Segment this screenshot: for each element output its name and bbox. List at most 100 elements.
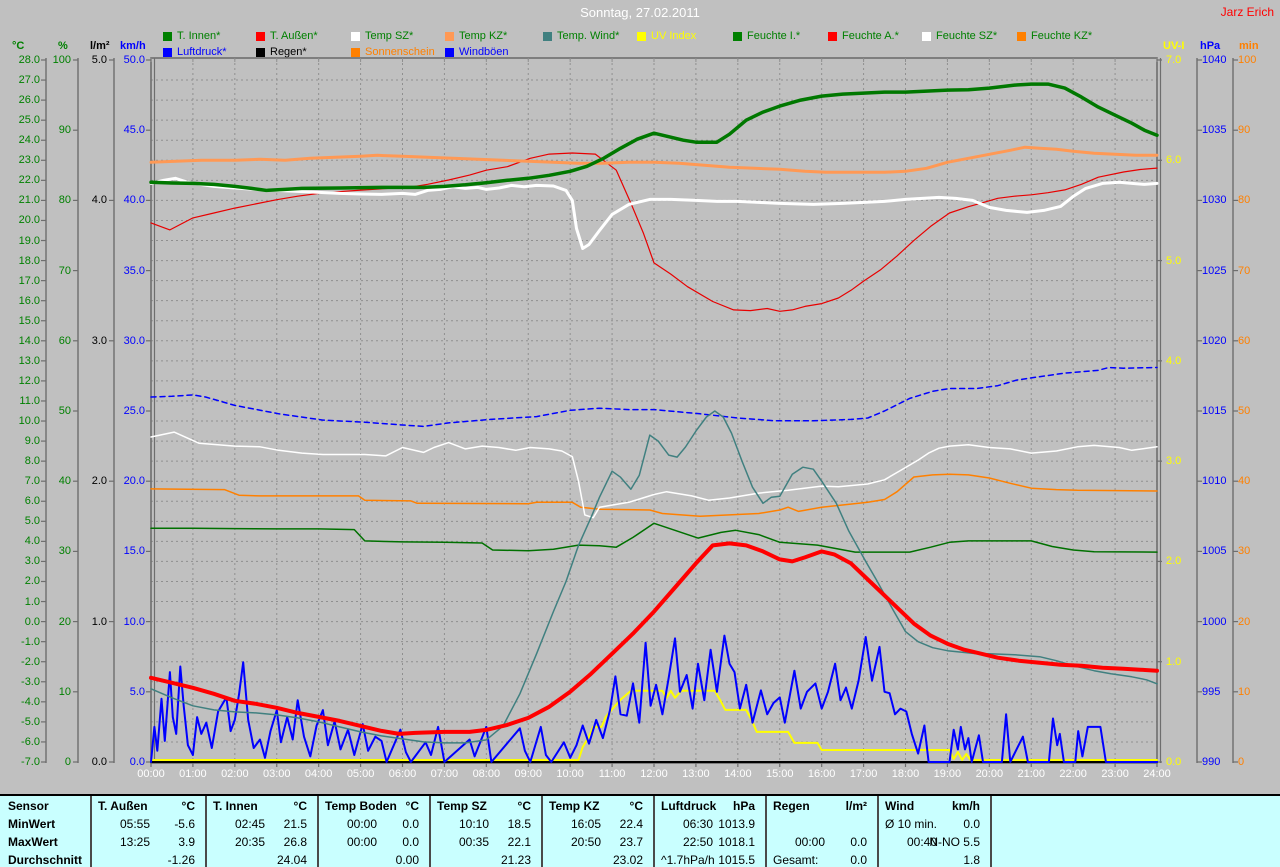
tick-label-temp: 1.0 bbox=[24, 595, 40, 608]
tick-label-sun: 0 bbox=[1238, 756, 1245, 768]
legend-label: Feuchte SZ* bbox=[936, 29, 998, 42]
legend-swatch-icon bbox=[922, 31, 931, 41]
series-feuchte-kz bbox=[150, 473, 1158, 518]
time-label: 22:00 bbox=[1059, 768, 1087, 780]
table-cell: °C bbox=[181, 799, 195, 813]
tick-label-wind: 20.0 bbox=[123, 475, 145, 488]
table-separator bbox=[429, 796, 431, 867]
tick-label-temp: -3.0 bbox=[21, 675, 40, 688]
tick-label-hpa: 1030 bbox=[1202, 194, 1227, 207]
series-feuchte-sz bbox=[150, 431, 1158, 519]
tick-label-wind: 50.0 bbox=[123, 54, 145, 66]
tick-label-pct: 0 bbox=[64, 756, 71, 768]
tick-label-sun: 80 bbox=[1238, 194, 1251, 207]
page-title: Sonntag, 27.02.2011 bbox=[580, 5, 700, 20]
tick-label-pct: 10 bbox=[58, 685, 71, 698]
tick-label-uv: 2.0 bbox=[1166, 555, 1182, 568]
tick-label-temp: 20.0 bbox=[18, 214, 40, 227]
table-cell: 16:05 bbox=[571, 817, 602, 831]
tick-label-hpa: 1015 bbox=[1202, 405, 1227, 417]
axis-header-uv-i: UV-I bbox=[1163, 40, 1185, 52]
time-label: 02:00 bbox=[221, 768, 249, 780]
tick-label-temp: 11.0 bbox=[19, 394, 40, 407]
tick-label-temp: -5.0 bbox=[21, 715, 40, 728]
tick-label-sun: 90 bbox=[1238, 124, 1251, 137]
legend-label: Temp KZ* bbox=[459, 29, 508, 42]
tick-label-sun: 10 bbox=[1238, 685, 1251, 698]
legend-label: Feuchte KZ* bbox=[1031, 29, 1093, 42]
table-cell: 26.8 bbox=[283, 835, 307, 849]
table-cell: 0.0 bbox=[402, 817, 419, 831]
table-cell: -5.6 bbox=[174, 817, 195, 831]
tick-label-temp: 28.0 bbox=[18, 54, 40, 66]
table-cell: 00:00 bbox=[347, 835, 378, 849]
tick-label-rain: 0.0 bbox=[91, 756, 107, 768]
table-cell: °C bbox=[517, 799, 531, 813]
table-cell: ^1.7hPa/h bbox=[661, 853, 715, 867]
legend-swatch-icon bbox=[637, 31, 646, 41]
tick-label-temp: 24.0 bbox=[18, 134, 40, 147]
tick-label-temp: 21.0 bbox=[18, 194, 40, 207]
legend-item-t-außen: T. Außen* bbox=[256, 30, 318, 42]
tick-label-pct: 80 bbox=[58, 194, 71, 207]
tick-label-temp: 14.0 bbox=[18, 334, 40, 347]
axis-header-: % bbox=[58, 40, 68, 52]
table-cell: Temp SZ bbox=[437, 799, 487, 813]
time-label: 19:00 bbox=[933, 768, 962, 780]
legend-item-regen: Regen* bbox=[256, 46, 307, 58]
table-cell: Gesamt: bbox=[773, 853, 819, 867]
table-cell: 3.9 bbox=[178, 835, 195, 849]
tick-label-temp: -2.0 bbox=[21, 655, 40, 668]
tick-label-hpa: 1005 bbox=[1202, 545, 1227, 558]
tick-label-sun: 40 bbox=[1238, 475, 1251, 488]
time-label: 18:00 bbox=[891, 768, 920, 780]
table-cell: 13:25 bbox=[120, 835, 151, 849]
tick-label-hpa: 1040 bbox=[1202, 54, 1227, 66]
legend-item-windböen: Windböen bbox=[445, 46, 509, 58]
table-cell: 0.0 bbox=[402, 835, 419, 849]
legend-label: Sonnenschein bbox=[365, 45, 435, 58]
table-separator bbox=[990, 796, 992, 867]
tick-label-temp: 17.0 bbox=[18, 274, 40, 287]
tick-label-hpa: 1035 bbox=[1202, 124, 1227, 137]
tick-label-pct: 20 bbox=[58, 615, 71, 628]
tick-label-temp: 25.0 bbox=[18, 114, 40, 127]
table-cell: °C bbox=[293, 799, 307, 813]
series-feuchte-i bbox=[150, 522, 1158, 553]
table-cell: Sensor bbox=[8, 799, 49, 813]
table-cell: Luftdruck bbox=[661, 799, 717, 813]
legend-label: T. Außen* bbox=[270, 29, 318, 42]
tick-label-hpa: 1010 bbox=[1202, 475, 1227, 488]
legend-item-luftdruck: Luftdruck* bbox=[163, 46, 227, 58]
tick-label-pct: 60 bbox=[58, 334, 71, 347]
table-cell: 00:40 bbox=[907, 835, 938, 849]
tick-label-temp: -4.0 bbox=[21, 695, 40, 708]
tick-label-rain: 2.0 bbox=[91, 475, 107, 488]
tick-label-rain: 3.0 bbox=[91, 334, 107, 347]
time-label: 04:00 bbox=[304, 768, 333, 780]
legend-label: Temp. Wind* bbox=[557, 29, 620, 42]
legend-label: Luftdruck* bbox=[177, 45, 227, 58]
time-label: 24:00 bbox=[1143, 768, 1171, 780]
legend-item-feuchte-a: Feuchte A.* bbox=[828, 30, 899, 42]
legend-item-feuchte-i: Feuchte I.* bbox=[733, 30, 800, 42]
tick-label-rain: 4.0 bbox=[91, 194, 107, 207]
table-cell: Wind bbox=[885, 799, 915, 813]
tick-label-pct: 70 bbox=[58, 264, 71, 277]
tick-label-wind: 10.0 bbox=[123, 615, 145, 628]
tick-label-hpa: 990 bbox=[1202, 756, 1221, 768]
series-luftdruck bbox=[150, 366, 1158, 428]
time-label: 00:00 bbox=[137, 768, 165, 780]
tick-label-wind: 15.0 bbox=[123, 545, 145, 558]
time-label: 15:00 bbox=[765, 768, 794, 780]
table-cell: 0.0 bbox=[850, 835, 867, 849]
table-cell: 24.04 bbox=[276, 853, 307, 867]
tick-label-uv: 1.0 bbox=[1166, 655, 1182, 668]
tick-label-pct: 50 bbox=[58, 405, 71, 417]
legend-swatch-icon bbox=[1017, 31, 1026, 41]
table-cell: Temp KZ bbox=[549, 799, 600, 813]
tick-label-uv: 4.0 bbox=[1166, 354, 1182, 367]
time-label: 08:00 bbox=[472, 768, 501, 780]
tick-label-uv: 7.0 bbox=[1166, 54, 1182, 66]
tick-label-temp: 23.0 bbox=[18, 154, 40, 167]
